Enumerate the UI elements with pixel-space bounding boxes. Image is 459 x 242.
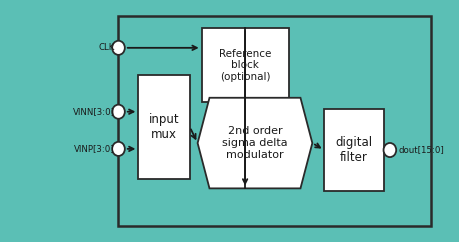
Ellipse shape bbox=[383, 143, 395, 157]
Ellipse shape bbox=[112, 105, 124, 119]
Text: 2nd order
sigma delta
modulator: 2nd order sigma delta modulator bbox=[222, 127, 287, 160]
Polygon shape bbox=[197, 98, 312, 188]
Text: dout[15:0]: dout[15:0] bbox=[397, 145, 443, 155]
Text: digital
filter: digital filter bbox=[335, 136, 372, 164]
Bar bbox=[201, 28, 288, 102]
Bar bbox=[324, 109, 383, 191]
Text: CLK: CLK bbox=[98, 43, 114, 52]
Ellipse shape bbox=[112, 41, 124, 55]
Text: input
mux: input mux bbox=[148, 113, 179, 141]
Ellipse shape bbox=[112, 142, 124, 156]
Bar bbox=[138, 75, 189, 179]
Bar bbox=[118, 16, 430, 226]
Text: Reference
block
(optional): Reference block (optional) bbox=[218, 49, 271, 82]
Text: VINP[3:0]: VINP[3:0] bbox=[74, 144, 114, 153]
Text: VINN[3:0]: VINN[3:0] bbox=[73, 107, 114, 116]
